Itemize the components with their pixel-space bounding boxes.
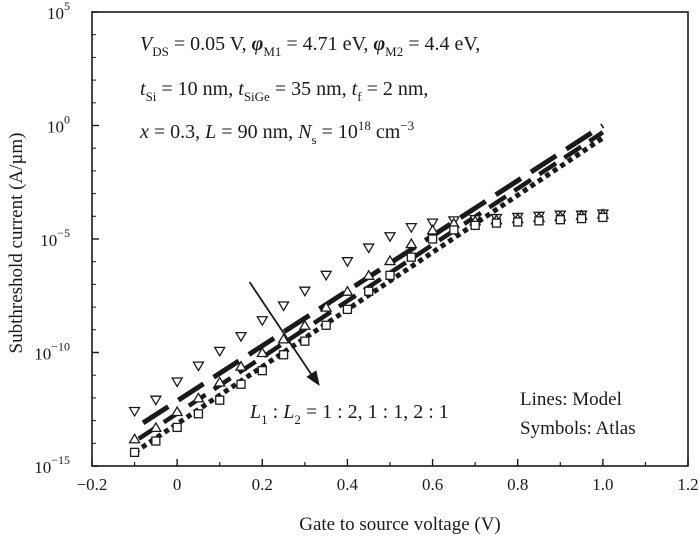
atlas-point-triangle-up	[213, 376, 226, 387]
atlas-point-square	[513, 217, 523, 227]
atlas-point-triangle-up	[277, 333, 290, 344]
atlas-markers	[128, 208, 609, 458]
atlas-point-triangle-down	[277, 301, 290, 312]
atlas-point-square	[300, 336, 310, 346]
y-tick-label: 10−5	[40, 226, 70, 250]
x-tick-label: 0.8	[507, 475, 528, 494]
atlas-point-square	[385, 270, 395, 280]
y-axis: 10−15 10−10 10−5 100 105	[34, 0, 99, 477]
atlas-point-square	[257, 366, 267, 376]
atlas-point-triangle-up	[362, 269, 375, 280]
atlas-point-triangle-down	[128, 406, 141, 418]
atlas-point-triangle-down	[149, 395, 162, 406]
atlas-point-square	[236, 379, 246, 389]
x-tick-label: −0.2	[77, 475, 108, 494]
annotation-line: VDS = 0.05 V, φM1 = 4.71 eV, φM2 = 4.4 e…	[140, 33, 480, 59]
atlas-point-square	[151, 436, 161, 446]
parameter-annotation: VDS = 0.05 V, φM1 = 4.71 eV, φM2 = 4.4 e…	[139, 33, 480, 147]
atlas-point-triangle-up	[149, 421, 162, 433]
atlas-point-square	[215, 395, 225, 405]
atlas-point-triangle-down	[192, 361, 205, 372]
atlas-point-triangle-down	[298, 286, 311, 297]
atlas-point-triangle-up	[426, 224, 439, 235]
annotation-line: tSi = 10 nm, tSiGe = 35 nm, tf = 2 nm,	[140, 78, 428, 104]
atlas-point-triangle-down	[426, 218, 439, 229]
atlas-point-square	[449, 225, 459, 235]
atlas-point-square	[364, 286, 374, 296]
y-tick-label: 10−15	[34, 453, 70, 477]
atlas-point-triangle-up	[128, 432, 141, 444]
atlas-point-triangle-up	[256, 346, 269, 358]
arrow-head	[306, 370, 320, 386]
model-line-1:1	[137, 130, 605, 441]
atlas-point-square	[555, 215, 565, 225]
trend-arrow	[248, 281, 320, 386]
arrow-shaft	[248, 281, 315, 379]
atlas-point-square	[129, 447, 140, 458]
x-tick-label: 0	[173, 475, 182, 494]
atlas-point-triangle-down	[405, 222, 418, 234]
atlas-point-triangle-up	[320, 301, 333, 312]
atlas-point-triangle-up	[171, 405, 184, 417]
legend-lines-model: Lines: Model	[520, 389, 622, 410]
atlas-point-square	[172, 422, 182, 433]
atlas-point-triangle-down	[362, 243, 375, 254]
atlas-point-square	[193, 409, 204, 419]
atlas-point-square	[321, 320, 331, 330]
atlas-point-square	[342, 304, 353, 315]
x-tick-label: 1.0	[592, 475, 613, 494]
atlas-point-square	[470, 220, 480, 231]
model-line-1:2	[141, 123, 605, 425]
annotation-line: x = 0.3, L = 90 nm, Ns = 1018 cm−3	[139, 118, 414, 147]
x-tick-label: 0.6	[422, 475, 443, 494]
y-tick-label: 105	[47, 0, 70, 23]
atlas-point-square	[576, 213, 587, 224]
atlas-point-square	[598, 212, 608, 223]
atlas-point-square	[534, 216, 544, 226]
y-tick-label: 100	[47, 113, 70, 137]
atlas-point-triangle-up	[192, 392, 205, 403]
atlas-point-triangle-down	[256, 316, 269, 327]
atlas-point-triangle-up	[405, 237, 418, 249]
atlas-point-triangle-down	[234, 331, 248, 343]
y-axis-label: Subthreshold current (A/µm)	[6, 133, 27, 354]
x-tick-label: 1.2	[677, 475, 698, 494]
legend-symbols-atlas: Symbols: Atlas	[520, 418, 636, 439]
atlas-point-triangle-up	[234, 360, 248, 371]
atlas-point-triangle-up	[341, 285, 354, 296]
atlas-point-square	[427, 234, 438, 244]
atlas-point-square	[278, 350, 289, 360]
y-tick-label: 10−10	[34, 340, 70, 364]
x-tick-label: 0.4	[337, 475, 359, 494]
x-tick-label: 0.2	[252, 475, 273, 494]
atlas-point-triangle-up	[383, 254, 397, 266]
atlas-point-triangle-down	[171, 377, 184, 388]
atlas-point-square	[491, 218, 502, 228]
ratio-label: L1 : L2 = 1 : 2, 1 : 1, 2 : 1	[249, 401, 449, 427]
atlas-point-square	[406, 252, 416, 262]
atlas-point-triangle-down	[213, 346, 226, 358]
atlas-point-triangle-down	[320, 270, 333, 282]
x-axis-label: Gate to source voltage (V)	[299, 514, 501, 535]
atlas-point-triangle-down	[341, 257, 354, 268]
atlas-point-triangle-down	[383, 232, 397, 243]
atlas-point-triangle-up	[298, 319, 311, 330]
x-axis: −0.2 0 0.2 0.4 0.6 0.8 1.0 1.2	[77, 459, 699, 494]
